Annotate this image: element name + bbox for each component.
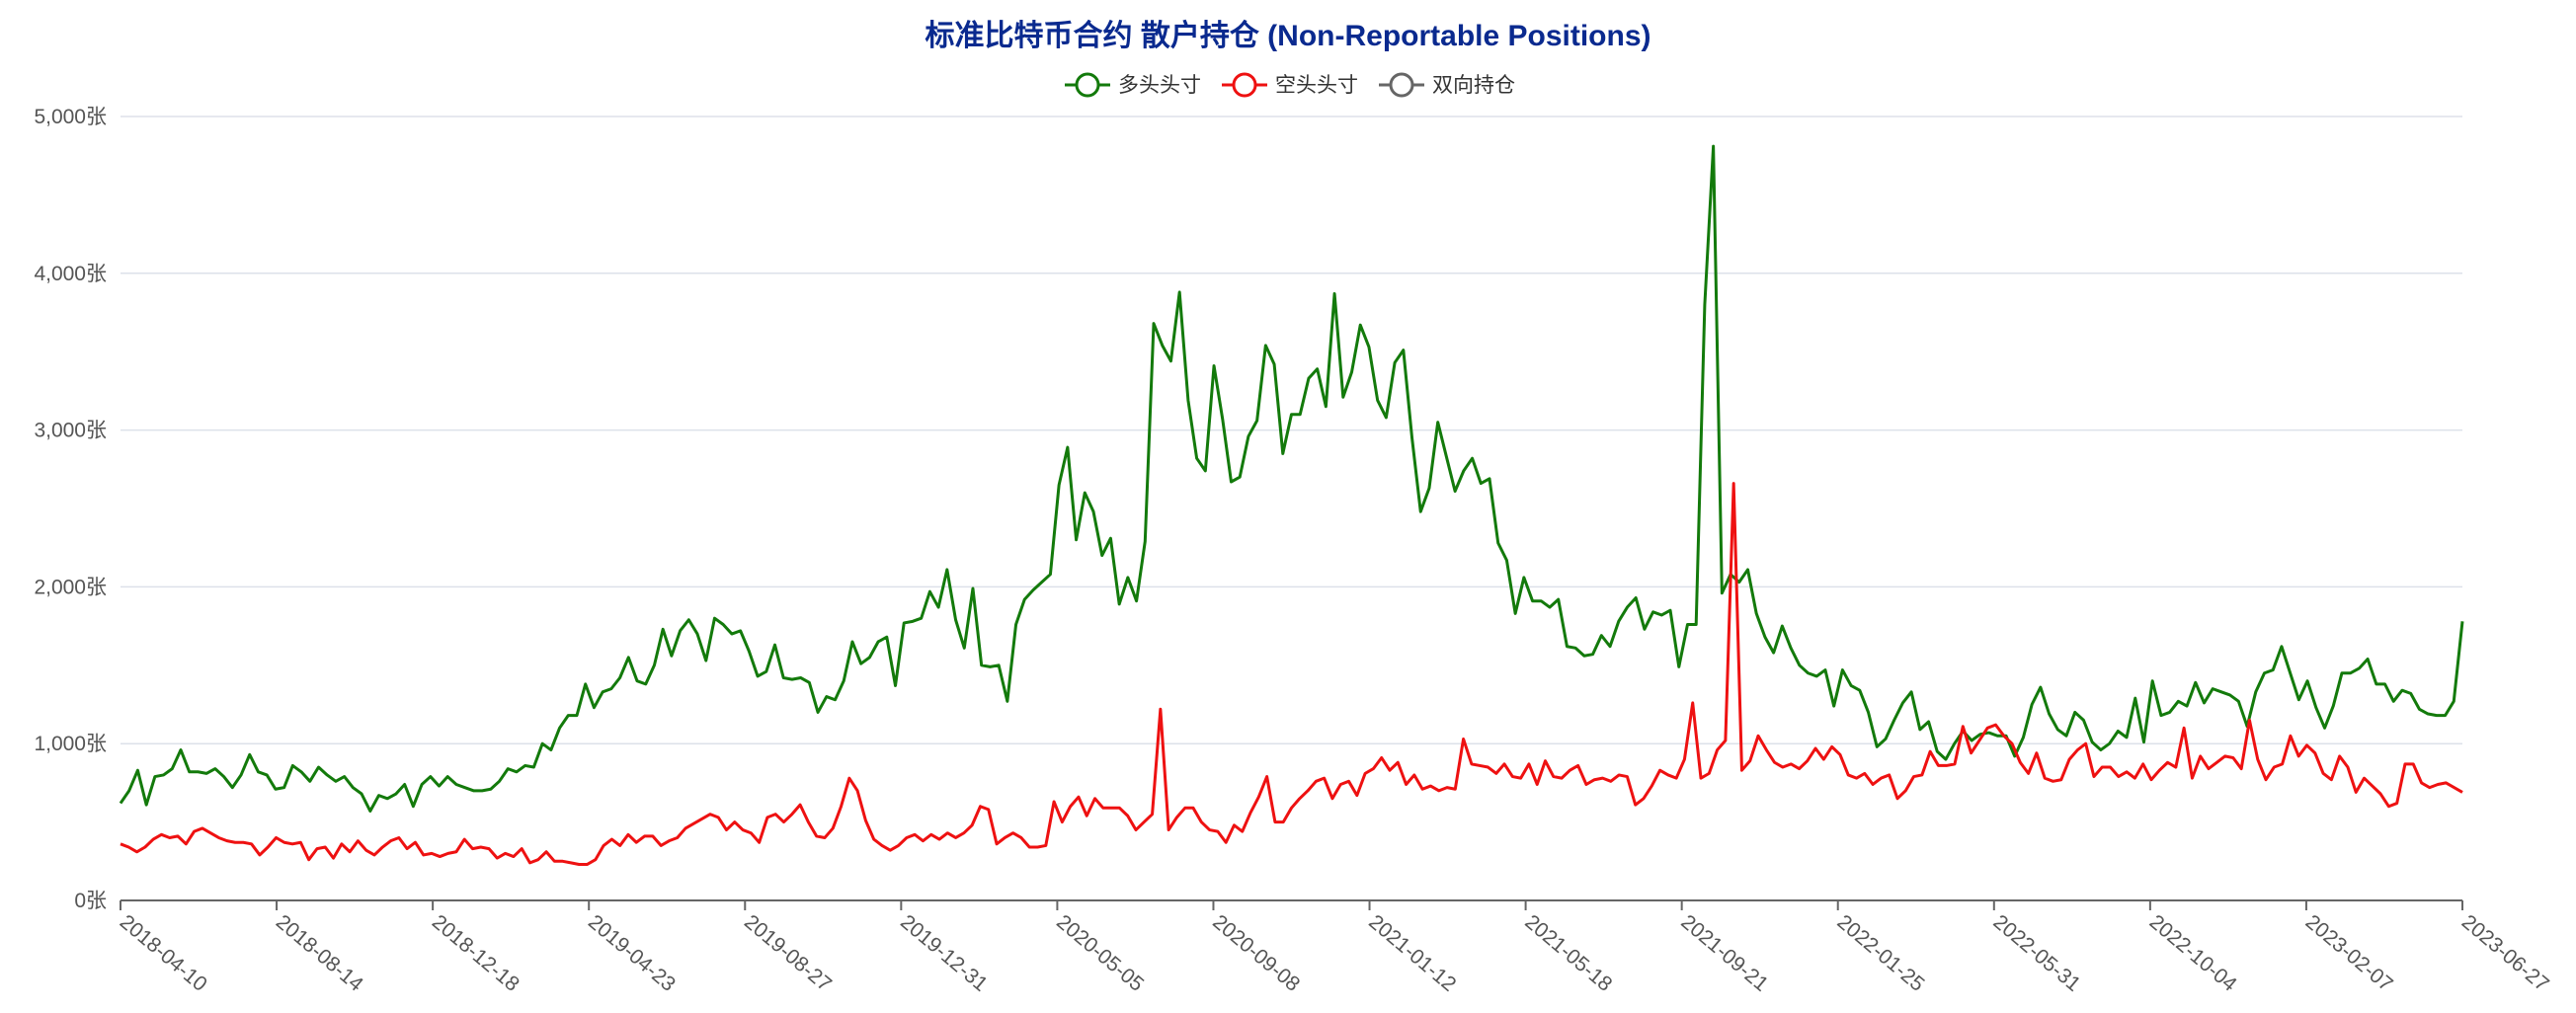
x-tick-label: 2018-08-14 (272, 910, 367, 996)
chart-title: 标准比特币合约 散户持仓 (Non-Reportable Positions) (926, 19, 1651, 52)
x-tick-label: 2021-09-21 (1676, 910, 1772, 996)
y-tick-label: 4,000张 (34, 263, 107, 285)
x-tick-label: 2019-08-27 (740, 910, 836, 996)
legend-label-short: 空头头寸 (1275, 74, 1358, 97)
y-tick-label: 5,000张 (34, 106, 107, 128)
x-tick-label: 2020-05-05 (1052, 910, 1148, 996)
grid-lines (121, 116, 2462, 744)
legend-label-spread: 双向持仓 (1432, 74, 1515, 97)
legend[interactable]: 多头头寸 空头头寸 双向持仓 (1065, 72, 1515, 98)
x-tick-label: 2022-10-04 (2145, 910, 2241, 996)
x-tick-label: 2019-12-31 (896, 910, 992, 996)
y-tick-label: 3,000张 (34, 420, 107, 442)
x-tick-label: 2021-01-12 (1364, 910, 1460, 996)
legend-label-long: 多头头寸 (1118, 74, 1201, 97)
x-tick-label: 2022-01-25 (1833, 910, 1929, 996)
x-tick-label: 2023-06-27 (2457, 910, 2553, 996)
x-tick-label: 2018-12-18 (428, 910, 523, 996)
x-axis-ticks: 2018-04-10 2018-08-14 2018-12-18 2019-04-23… (116, 900, 2553, 996)
x-tick-label: 2021-05-18 (1520, 910, 1616, 996)
y-tick-label: 0张 (74, 890, 107, 912)
legend-item-short[interactable]: 空头头寸 (1222, 72, 1358, 98)
series-line-0[interactable] (119, 144, 2464, 813)
x-tick-label: 2019-04-23 (584, 910, 680, 996)
y-tick-label: 2,000张 (34, 576, 107, 598)
y-axis-ticks: 0张 1,000张 2,000张 3,000张 4,000张 5,000张 (34, 106, 107, 912)
legend-item-long[interactable]: 多头头寸 (1065, 72, 1201, 98)
y-tick-label: 1,000张 (34, 733, 107, 755)
x-tick-label: 2018-04-10 (116, 910, 211, 996)
legend-item-spread[interactable]: 双向持仓 (1379, 72, 1515, 98)
x-tick-label: 2022-05-31 (1989, 910, 2085, 996)
x-tick-label: 2023-02-07 (2301, 910, 2397, 996)
x-tick-label: 2020-09-08 (1208, 910, 1304, 996)
series-line-1[interactable] (120, 482, 2463, 866)
plot-area (119, 144, 2464, 866)
